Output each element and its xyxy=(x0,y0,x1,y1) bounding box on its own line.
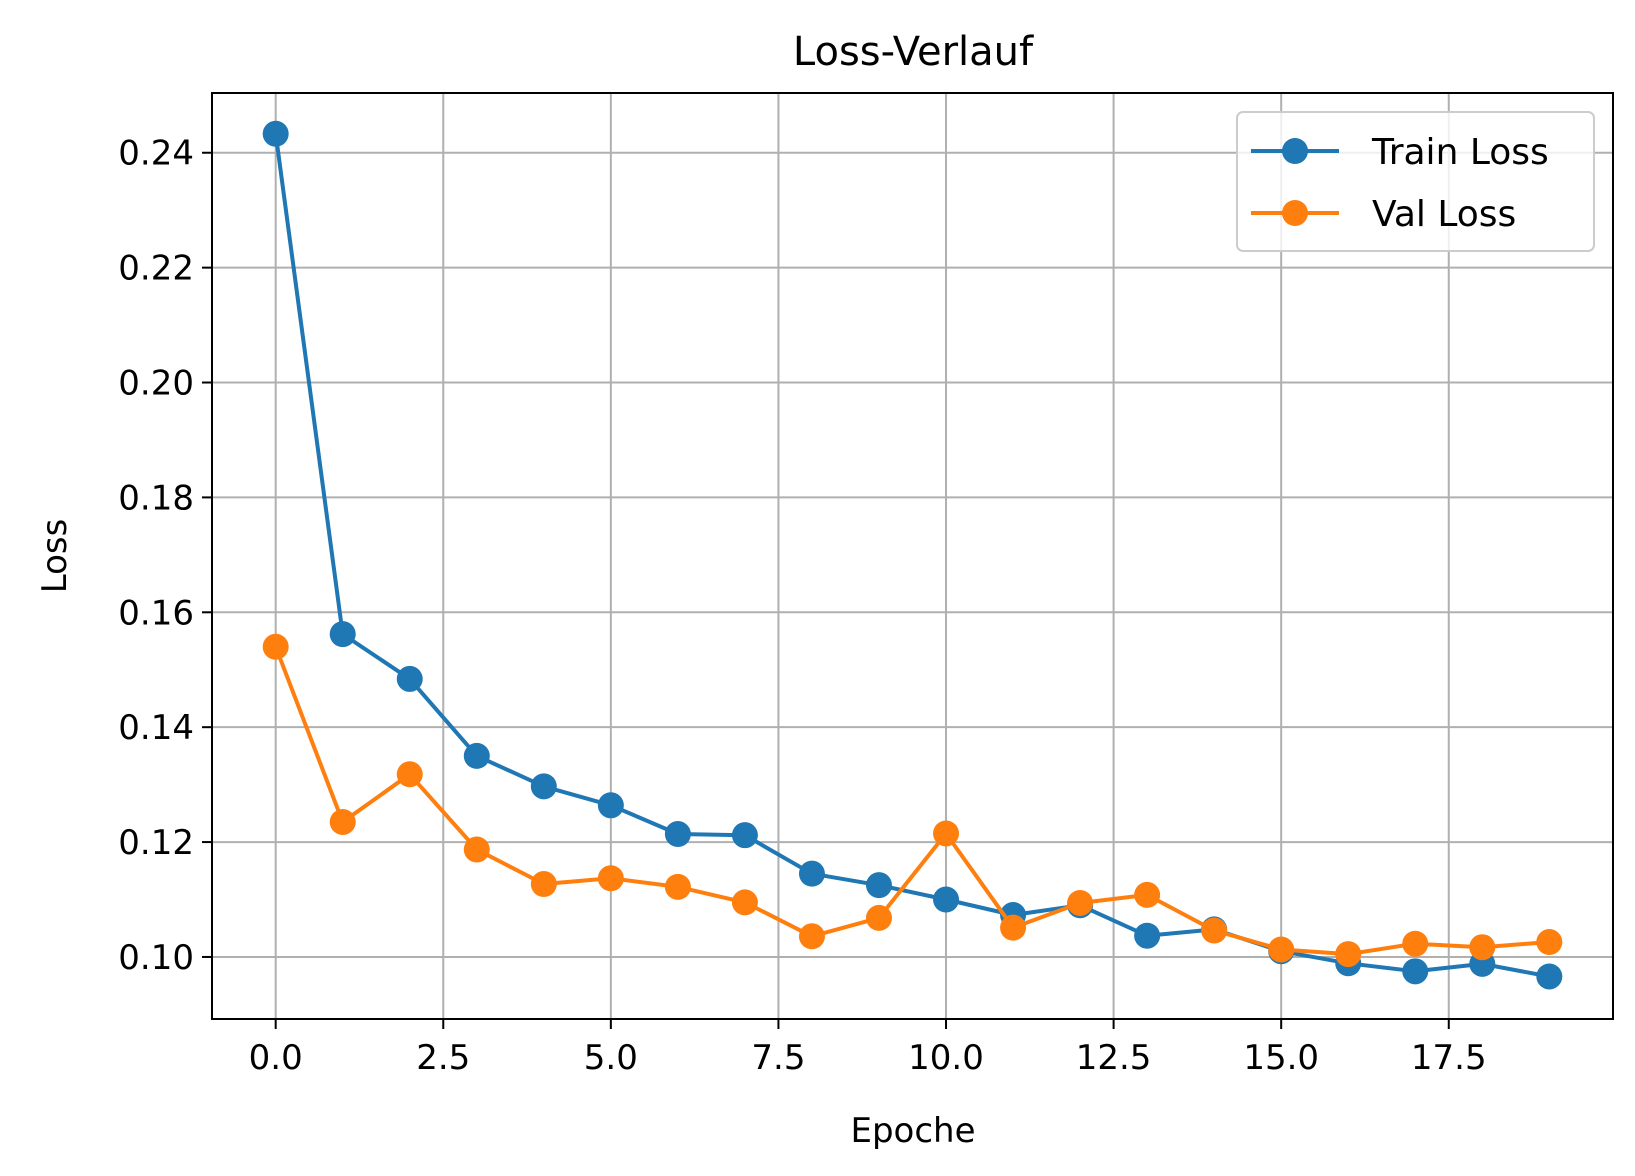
y-tick-label: 0.16 xyxy=(118,593,194,633)
x-axis-label: Epoche xyxy=(850,1111,975,1151)
data-point xyxy=(396,761,423,788)
x-tick-label: 10.0 xyxy=(908,1038,984,1078)
data-point xyxy=(1536,963,1563,990)
data-point xyxy=(1402,930,1429,957)
y-axis-label: Loss xyxy=(35,519,75,594)
data-point xyxy=(262,120,289,147)
data-point xyxy=(933,820,960,847)
series-layer xyxy=(262,120,1563,990)
data-point xyxy=(933,886,960,913)
y-tick-label: 0.10 xyxy=(118,938,194,978)
data-point xyxy=(1335,941,1362,968)
y-tick-label: 0.12 xyxy=(118,823,194,863)
data-point xyxy=(463,836,490,863)
data-point xyxy=(1469,934,1496,961)
x-tick-label: 2.5 xyxy=(416,1038,470,1078)
data-point xyxy=(798,860,825,887)
data-point xyxy=(865,904,892,931)
legend: Train Loss Val Loss xyxy=(1236,111,1595,252)
legend-marker-train xyxy=(1282,138,1308,164)
legend-label-val: Val Loss xyxy=(1372,194,1516,235)
data-point xyxy=(1536,929,1563,956)
data-point xyxy=(1402,958,1429,985)
y-tick-label: 0.18 xyxy=(118,478,194,518)
data-point xyxy=(1134,881,1161,908)
series-val-loss xyxy=(262,633,1563,968)
y-tick-label: 0.22 xyxy=(118,249,194,289)
data-point xyxy=(1134,922,1161,949)
data-point xyxy=(597,792,624,819)
x-tick-label: 17.5 xyxy=(1411,1038,1487,1078)
x-tick-label: 15.0 xyxy=(1243,1038,1319,1078)
axis-ticks: 0.0 2.5 5.0 7.5 10.0 12.5 15.0 17.5 0.10 0.12 0.14… xyxy=(118,134,1486,1078)
legend-box xyxy=(1236,111,1595,252)
data-point xyxy=(1268,936,1295,963)
data-point xyxy=(530,871,557,898)
data-point xyxy=(664,821,691,848)
plot-frame xyxy=(211,92,1614,1020)
data-point xyxy=(262,633,289,660)
x-tick-label: 12.5 xyxy=(1076,1038,1152,1078)
data-point xyxy=(463,742,490,769)
y-tick-label: 0.14 xyxy=(118,708,194,748)
x-tick-label: 0.0 xyxy=(249,1038,303,1078)
data-point xyxy=(396,665,423,692)
data-point xyxy=(530,773,557,800)
data-point xyxy=(865,872,892,899)
data-point xyxy=(1201,917,1228,944)
data-point xyxy=(1000,914,1027,941)
legend-label-train: Train Loss xyxy=(1371,132,1549,173)
data-point xyxy=(664,873,691,900)
chart-title: Loss-Verlauf xyxy=(793,29,1034,75)
data-point xyxy=(329,621,356,648)
legend-marker-val xyxy=(1282,200,1308,226)
data-point xyxy=(1067,889,1094,916)
data-point xyxy=(731,889,758,916)
x-tick-label: 7.5 xyxy=(751,1038,805,1078)
data-point xyxy=(597,865,624,892)
data-point xyxy=(731,822,758,849)
x-tick-label: 5.0 xyxy=(584,1038,638,1078)
y-tick-label: 0.20 xyxy=(118,364,194,404)
y-tick-label: 0.24 xyxy=(118,134,194,174)
data-point xyxy=(798,923,825,950)
data-point xyxy=(329,808,356,835)
